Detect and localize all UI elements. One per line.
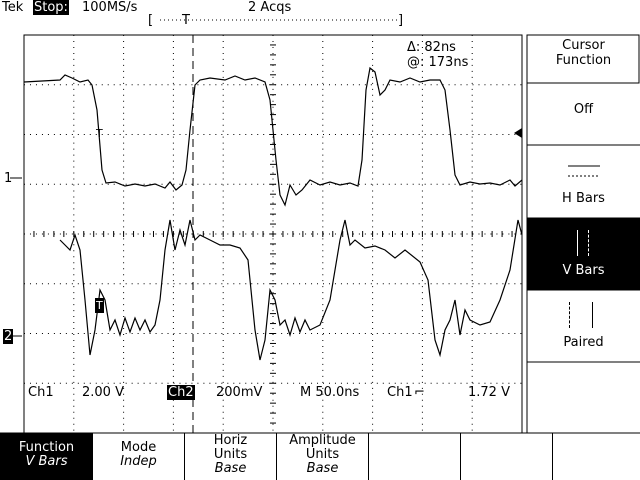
ch1-scale: 2.00 V — [82, 385, 124, 400]
trigger-slope: ⌐ — [414, 385, 425, 400]
trigger-source: Ch1 — [387, 385, 413, 400]
timebase: M 50.0ns — [300, 385, 360, 400]
button-value: Base — [306, 461, 339, 476]
bottom-button[interactable] — [552, 433, 640, 480]
button-label: Amplitude Units — [289, 433, 356, 462]
ch2-marker: 2 — [3, 329, 14, 344]
button-value: Indep — [120, 454, 157, 469]
button-value: Base — [214, 461, 247, 476]
bottom-button[interactable]: Horiz Units Base — [184, 433, 276, 480]
button-label: Function — [18, 440, 75, 455]
menu-item[interactable]: Off — [527, 83, 640, 145]
ch1-marker: 1 — [4, 171, 13, 186]
ch1-label: Ch1 — [28, 385, 54, 400]
brand: Tek — [2, 0, 24, 15]
menu-item-label: H Bars — [562, 191, 605, 206]
grid — [23, 34, 523, 434]
menu-item[interactable]: Paired — [527, 290, 640, 362]
ch2-label: Ch2 — [167, 385, 195, 400]
bottom-button[interactable]: Function V Bars — [0, 433, 92, 480]
menu-item-label: Paired — [563, 335, 604, 350]
record-bracket: ] — [398, 13, 404, 28]
vbars-icon — [577, 230, 589, 256]
record-bracket: [ — [148, 13, 154, 28]
sample-rate: 100MS/s — [82, 0, 138, 15]
ch2-trigger-mark: T — [95, 298, 104, 313]
cursor-position: @: 173ns — [407, 55, 469, 70]
trigger-level-marker — [514, 128, 522, 138]
acquisitions: 2 Acqs — [248, 0, 292, 15]
button-value: V Bars — [25, 454, 68, 469]
ch2-scale: 200mV — [216, 385, 263, 400]
bottom-button[interactable]: Mode Indep — [92, 433, 184, 480]
bottom-button[interactable] — [460, 433, 552, 480]
bottom-button[interactable]: Amplitude Units Base — [276, 433, 368, 480]
ch2-trace — [59, 219, 523, 361]
menu-item-label: Off — [573, 102, 594, 117]
trigger-position: T — [182, 13, 190, 28]
menu-item[interactable]: H Bars — [527, 145, 640, 218]
menu-item[interactable]: V Bars — [527, 218, 640, 290]
button-label: Horiz Units — [213, 433, 248, 462]
bottom-button[interactable] — [368, 433, 460, 480]
cursor-delta: Δ: 82ns — [407, 40, 456, 55]
paired-icon — [569, 302, 593, 328]
button-label: Mode — [120, 440, 157, 455]
ch1-trace — [23, 66, 523, 207]
menu-title: Cursor Function — [555, 38, 612, 68]
run-status: Stop: — [33, 0, 69, 15]
trigger-level: 1.72 V — [468, 385, 510, 400]
ch1-trigger-mark: T — [96, 127, 103, 140]
menu-title-box — [526, 34, 640, 84]
menu-item-label: V Bars — [562, 263, 605, 278]
